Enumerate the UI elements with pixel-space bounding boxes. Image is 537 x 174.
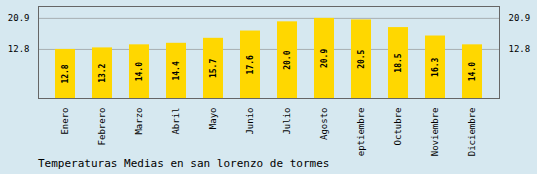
svg-text:Enero: Enero	[60, 108, 70, 135]
svg-text:Noviembre: Noviembre	[430, 108, 440, 157]
svg-text:Junio: Junio	[245, 108, 255, 135]
svg-text:18.5: 18.5	[394, 53, 403, 72]
svg-text:12.8: 12.8	[509, 44, 531, 54]
svg-text:Agosto: Agosto	[319, 108, 329, 141]
svg-text:14.0: 14.0	[468, 62, 477, 81]
svg-text:20.9: 20.9	[320, 49, 329, 68]
svg-text:20.0: 20.0	[283, 50, 292, 69]
svg-text:Diciembre: Diciembre	[467, 108, 477, 157]
svg-text:12.8: 12.8	[8, 44, 30, 54]
svg-text:20.5: 20.5	[357, 49, 366, 68]
svg-text:16.3: 16.3	[431, 57, 440, 76]
svg-text:13.2: 13.2	[98, 63, 107, 82]
svg-text:Abril: Abril	[171, 108, 181, 135]
svg-text:14.4: 14.4	[172, 61, 181, 80]
svg-text:Octubre: Octubre	[393, 108, 403, 146]
svg-text:20.9: 20.9	[8, 13, 30, 23]
svg-text:14.0: 14.0	[135, 62, 144, 81]
svg-text:17.6: 17.6	[246, 55, 255, 74]
svg-text:15.7: 15.7	[209, 59, 218, 78]
svg-text:Marzo: Marzo	[134, 108, 144, 135]
svg-text:Febrero: Febrero	[97, 108, 107, 146]
svg-text:Julio: Julio	[282, 108, 292, 135]
svg-text:12.8: 12.8	[61, 64, 70, 83]
svg-text:20.9: 20.9	[509, 13, 531, 23]
svg-text:Septiembre: Septiembre	[356, 108, 366, 157]
html-text:Temperaturas Medias en san lor: Temperaturas Medias en san lorenzo de to…	[38, 157, 330, 170]
svg-text:Mayo: Mayo	[208, 108, 218, 130]
